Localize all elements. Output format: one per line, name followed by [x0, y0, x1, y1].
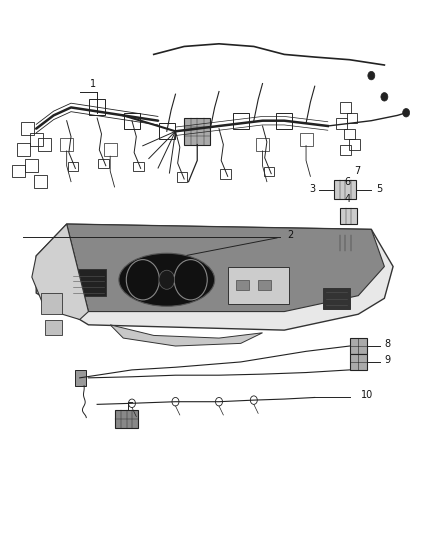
Text: 3: 3: [309, 183, 315, 193]
Text: 5: 5: [376, 183, 382, 193]
Bar: [34, 175, 47, 188]
Bar: [71, 269, 106, 296]
Circle shape: [159, 270, 175, 289]
Bar: [350, 354, 367, 370]
Bar: [256, 138, 269, 151]
Bar: [45, 319, 62, 335]
Text: 1: 1: [90, 78, 96, 88]
Bar: [237, 280, 250, 290]
Bar: [334, 180, 356, 199]
Bar: [323, 288, 350, 309]
Text: 9: 9: [385, 356, 391, 365]
Circle shape: [368, 71, 375, 80]
Text: 6: 6: [345, 176, 351, 187]
Bar: [349, 139, 360, 150]
Text: 8: 8: [385, 340, 391, 350]
Bar: [124, 113, 140, 128]
Bar: [233, 113, 249, 128]
Bar: [115, 410, 138, 428]
Circle shape: [403, 109, 410, 117]
Bar: [159, 123, 175, 139]
Bar: [346, 113, 357, 123]
Bar: [300, 133, 313, 146]
Bar: [184, 118, 210, 144]
Bar: [25, 159, 39, 172]
Bar: [264, 167, 274, 176]
Bar: [189, 120, 205, 136]
Bar: [21, 122, 34, 135]
Ellipse shape: [119, 253, 215, 306]
Text: 10: 10: [361, 390, 373, 400]
Bar: [336, 118, 346, 128]
Circle shape: [174, 260, 207, 300]
Bar: [99, 159, 109, 168]
Bar: [12, 165, 25, 177]
Text: 7: 7: [354, 166, 360, 176]
Bar: [340, 208, 357, 224]
Bar: [344, 128, 355, 139]
Bar: [89, 100, 105, 115]
Bar: [39, 138, 51, 151]
Bar: [220, 169, 231, 179]
Polygon shape: [110, 325, 262, 346]
Bar: [228, 266, 289, 304]
Bar: [133, 161, 144, 171]
Text: 2: 2: [288, 230, 294, 240]
Bar: [75, 370, 86, 386]
Polygon shape: [32, 224, 88, 319]
Bar: [276, 113, 292, 128]
Bar: [340, 144, 351, 155]
Bar: [17, 143, 30, 156]
Circle shape: [126, 260, 159, 300]
Bar: [340, 102, 351, 113]
Bar: [258, 280, 271, 290]
Polygon shape: [67, 224, 385, 312]
Bar: [177, 172, 187, 182]
Bar: [41, 293, 62, 314]
Polygon shape: [36, 224, 393, 330]
Bar: [334, 235, 356, 251]
Bar: [30, 133, 43, 146]
Circle shape: [381, 93, 388, 101]
Bar: [60, 138, 73, 151]
Text: 4: 4: [344, 193, 350, 204]
Bar: [68, 161, 78, 171]
Bar: [350, 338, 367, 354]
Bar: [104, 143, 117, 156]
